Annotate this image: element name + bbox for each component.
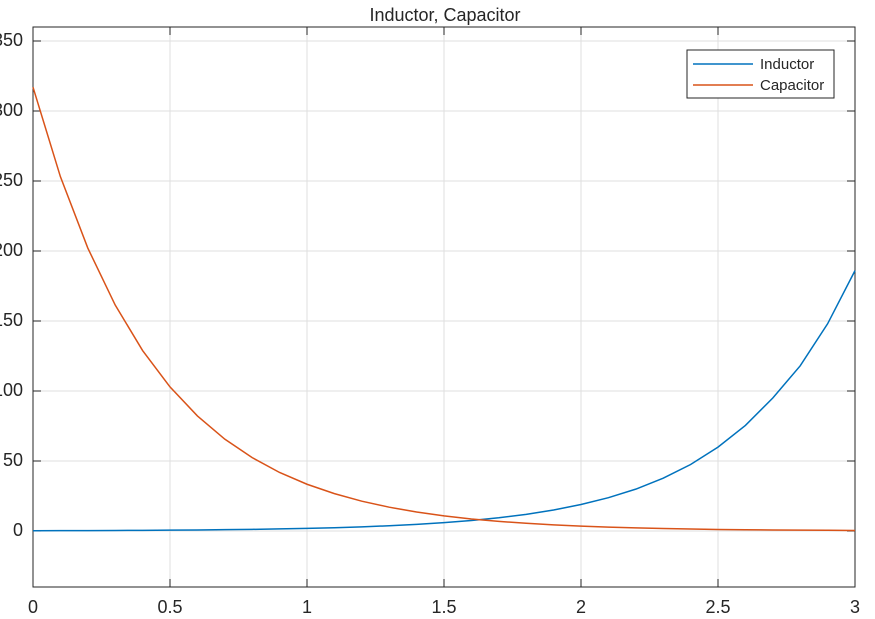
x-tick-label: 1.5 (431, 597, 456, 617)
y-tick-label: 100 (0, 380, 23, 400)
y-tick-label: 200 (0, 240, 23, 260)
y-tick-label: 0 (13, 520, 23, 540)
line-series (32, 86, 856, 532)
line-series (32, 270, 856, 532)
chart-title: Inductor, Capacitor (369, 5, 520, 25)
y-tick-label: 350 (0, 30, 23, 50)
x-tick-label: 2 (576, 597, 586, 617)
x-tick-label: 0.5 (157, 597, 182, 617)
x-tick-label: 0 (28, 597, 38, 617)
y-tick-label: 250 (0, 170, 23, 190)
x-tick-label: 2.5 (705, 597, 730, 617)
axes-box (32, 26, 856, 588)
x-tick-label: 1 (302, 597, 312, 617)
x-tick-label: 3 (850, 597, 860, 617)
y-tick-label: 300 (0, 100, 23, 120)
y-tick-label: 50 (3, 450, 23, 470)
legend-label: Capacitor (760, 77, 824, 94)
legend-label: Inductor (760, 56, 814, 73)
y-tick-label: 150 (0, 310, 23, 330)
legend-box (686, 49, 835, 99)
